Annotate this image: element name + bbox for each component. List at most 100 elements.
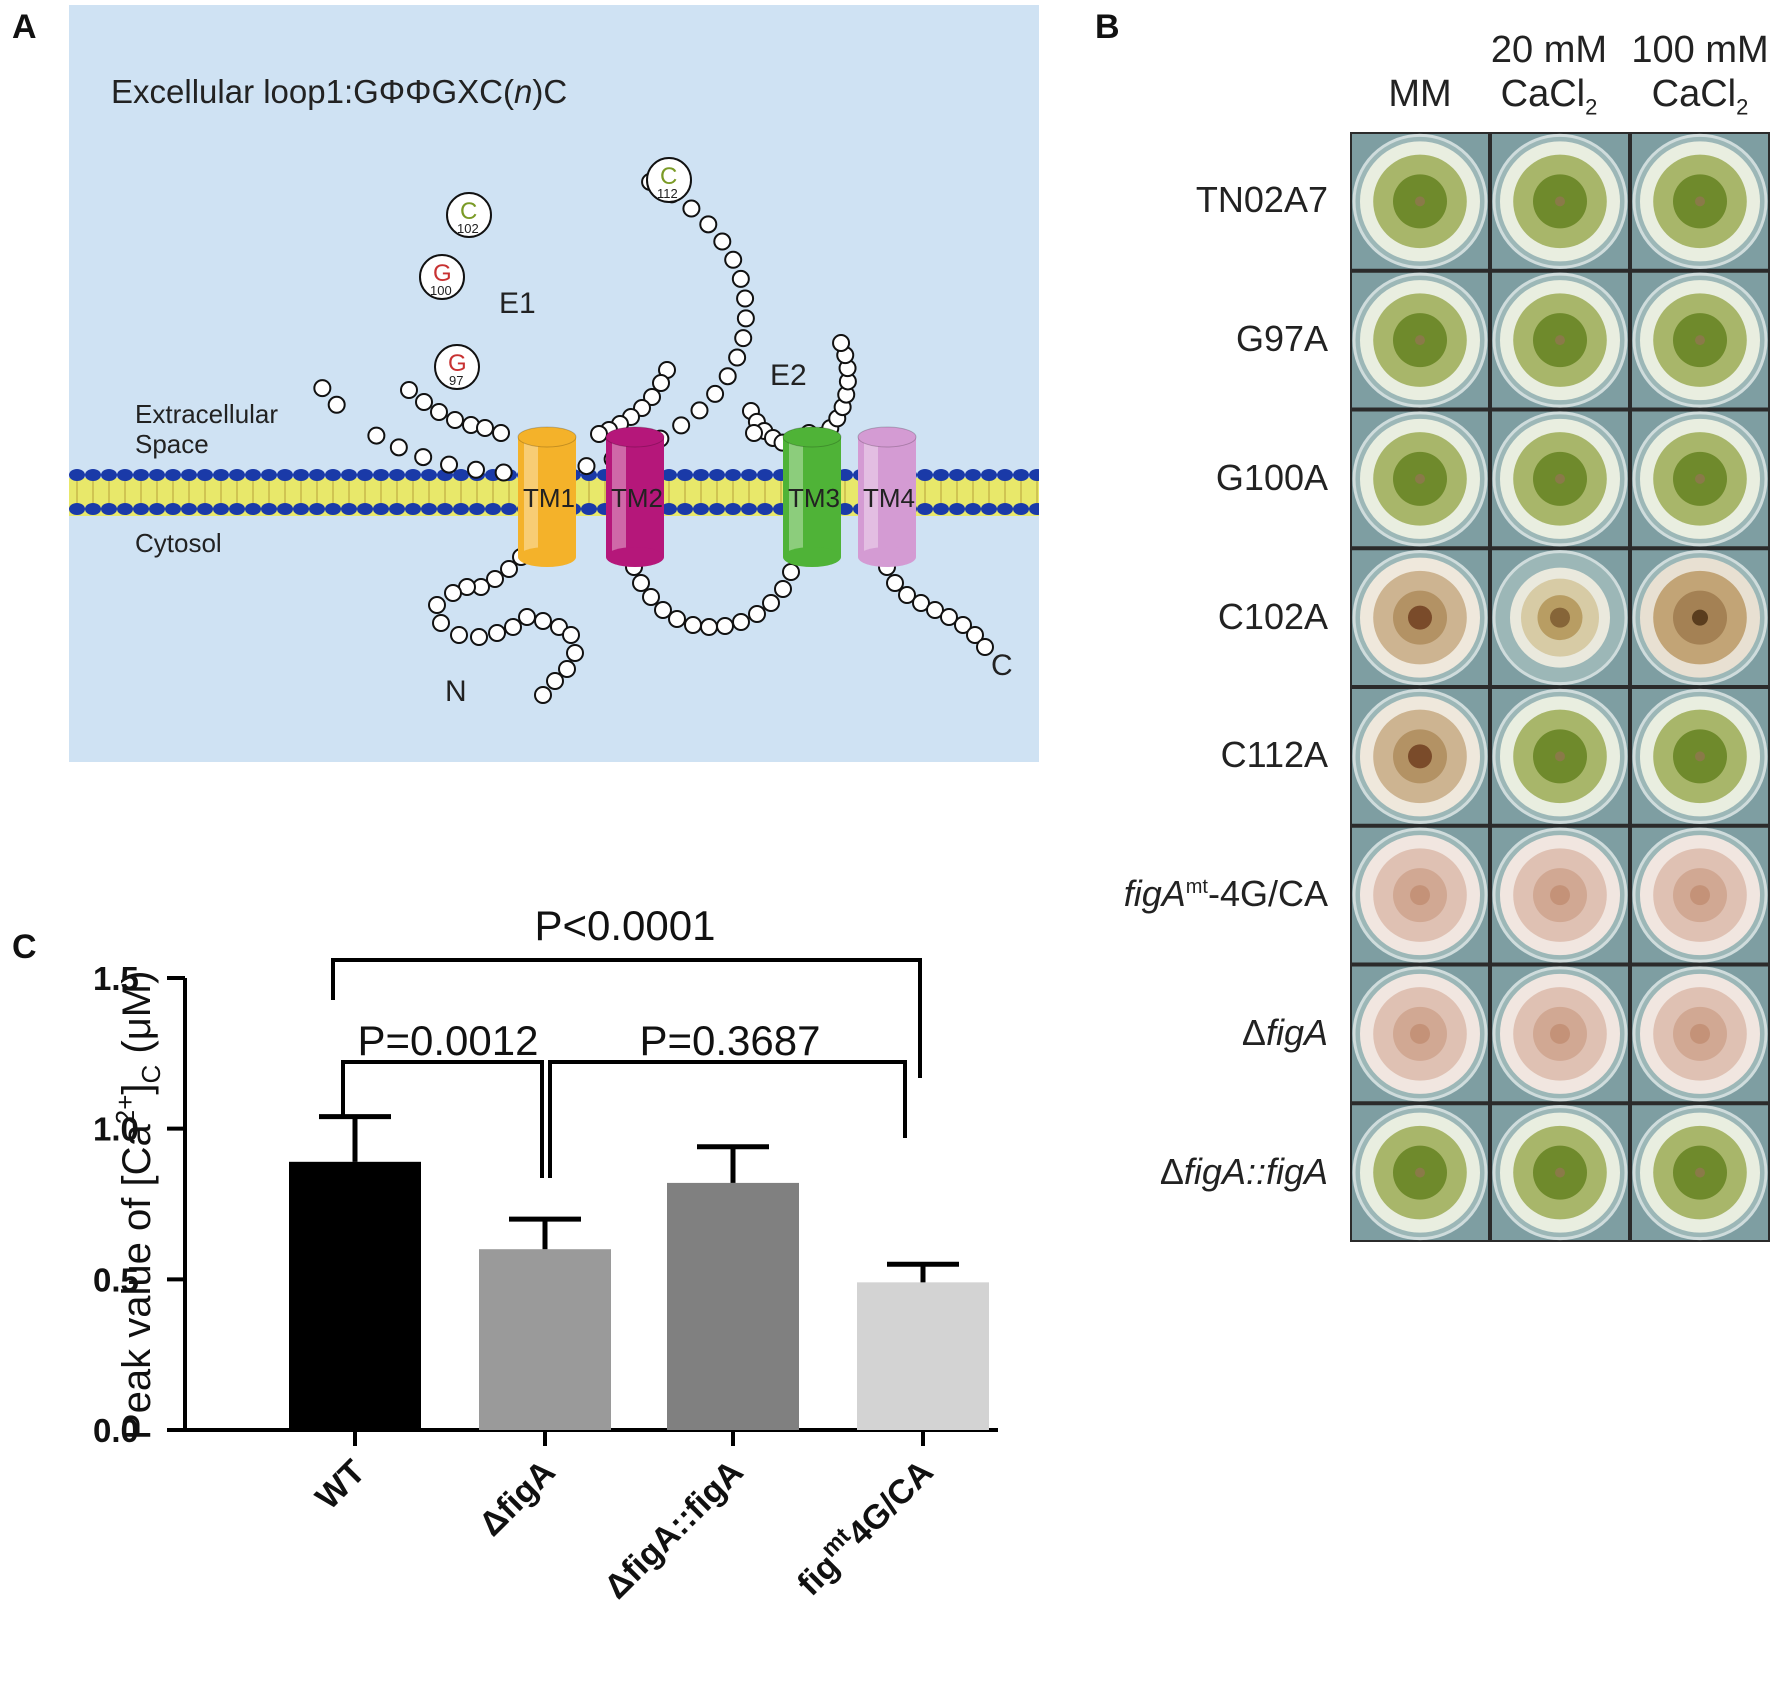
residue-bead [782,563,800,581]
lipid-head [325,469,341,481]
lipid-head [293,503,309,515]
residue-c102: C102 [446,192,492,238]
colony-center [1550,1023,1570,1044]
residue-number: 102 [457,221,479,236]
residue-letter: G [448,350,467,377]
lipid-head [293,469,309,481]
lipid-head [85,469,101,481]
lipid-head [1029,503,1039,515]
x-category-label: ΔfigA [472,1453,563,1544]
lipid-head [181,469,197,481]
lipid-head [725,469,741,481]
residue-bead [898,586,916,604]
residue-c112: C112 [646,157,692,203]
lipid-head [309,469,325,481]
strain-label: C102A [1217,595,1328,637]
colony-center [1690,885,1710,906]
helix-highlight [524,437,538,557]
residue-bead [976,638,994,656]
y-tick-label: 0.5 [93,1261,139,1298]
x-category-label: WT [308,1453,372,1517]
residue-bead [886,574,904,592]
residue-bead [966,626,984,644]
helix-highlight [864,437,878,557]
lipid-head [117,469,133,481]
residue-bead [400,381,418,399]
cytosol-label: Cytosol [135,528,222,558]
lipid-head [693,503,709,515]
lipid-head [149,469,165,481]
residue-bead [389,438,408,457]
bar-2 [479,1249,611,1430]
lipid-head [677,469,693,481]
lipid-head [741,469,757,481]
petri-plate [1492,133,1628,269]
helix-top [857,426,917,448]
y-tick-label: 1.0 [93,1111,139,1148]
panel-a-background [69,5,1039,762]
petri-plate [1492,411,1628,547]
residue-bead [534,612,552,630]
lipid-head [213,469,229,481]
residue-bead [700,618,718,636]
petri-plate [1632,550,1768,686]
petri-plate [1352,411,1488,547]
lipid-head [117,503,133,515]
colony-center [1555,751,1565,762]
lipid-head [229,503,245,515]
colony-center [1415,473,1425,484]
lipid-head [741,503,757,515]
lipid-head [149,503,165,515]
helix-tm4: TM4 [857,426,917,567]
lipid-head [981,503,997,515]
colony-center [1695,196,1705,207]
residue-bead [440,455,459,474]
lipid-head [501,503,517,515]
residue-bead [731,269,750,288]
residue-bead [762,594,780,612]
petri-plate [1352,688,1488,824]
residue-letter: C [460,198,477,225]
extracellular-label: Extracellular [135,399,278,429]
residue-bead [534,686,552,704]
residue-bead [504,618,522,636]
petri-plate [1632,272,1768,408]
lipid-head [277,469,293,481]
petri-plate [1632,966,1768,1102]
petri-plate [1492,827,1628,963]
y-tick-label: 1.5 [93,960,139,997]
lipid-head [661,503,677,515]
helix-bottom [783,547,841,567]
residue-g97: G97 [434,344,480,390]
residue-circle [446,192,492,238]
residue-bead [518,608,536,626]
column-header-line1: 100 mM [1631,29,1769,71]
lipid-head [341,469,357,481]
lipid-head [1013,469,1029,481]
lipid-head [181,503,197,515]
colony-center [1695,473,1705,484]
lipid-head [661,469,677,481]
helix-label: TM2 [611,483,663,513]
residue-bead [430,403,448,421]
bracket-deltafiga-vs-figmt-label: P=0.3687 [639,1017,820,1064]
residue-bead [566,644,584,662]
bracket-wt-vs-deltafiga-label: P=0.0012 [357,1017,538,1064]
colony-center [1550,885,1570,906]
lipid-head [453,469,469,481]
residue-bead [668,610,686,628]
petri-plate [1352,133,1488,269]
petri-plate [1352,1105,1488,1241]
panel-a-letter: A [12,8,37,46]
lipid-head [709,503,725,515]
colony-center [1690,1023,1710,1044]
strain-label: G97A [1235,318,1328,360]
residue-bead [558,660,576,678]
helix-body [783,437,841,557]
lipid-head [1013,503,1029,515]
residue-bead [313,379,332,398]
lipid-head [277,503,293,515]
helix-label: TM3 [788,483,840,513]
lipid-head [133,469,149,481]
residue-bead [492,424,510,442]
